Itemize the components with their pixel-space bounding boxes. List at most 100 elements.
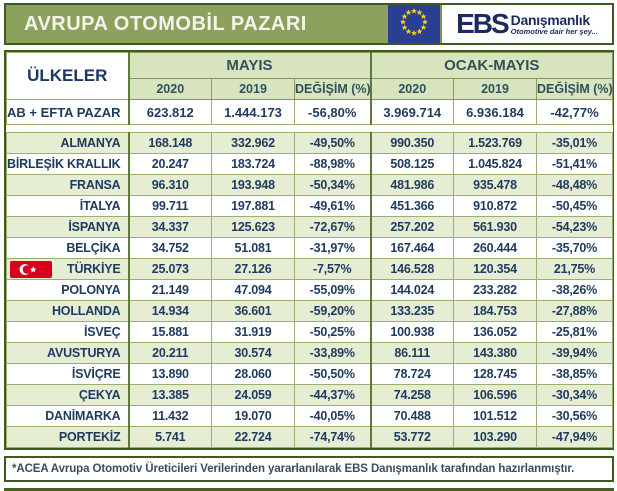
- table-row: BİRLEŞİK KRALLIK 20.247 183.724 -88,98% …: [6, 153, 613, 175]
- value-cell: 120.354: [453, 258, 537, 280]
- column-header-countries: ÜLKELER: [6, 52, 130, 100]
- country-name: BİRLEŞİK KRALLIK: [6, 153, 130, 175]
- value-cell: 106.596: [453, 384, 537, 406]
- value-cell: 74.258: [370, 384, 454, 406]
- value-cell: 623.812: [128, 99, 212, 125]
- table-row: İSVEÇ 15.881 31.919 -50,25% 100.938 136.…: [6, 321, 613, 343]
- value-cell: -74,74%: [294, 426, 372, 448]
- value-cell: 70.488: [370, 405, 454, 427]
- value-cell: -50,50%: [294, 363, 372, 385]
- value-cell: -50,25%: [294, 321, 372, 343]
- value-cell: 233.282: [453, 279, 537, 301]
- table-row: İSVİÇRE 13.890 28.060 -50,50% 78.724 128…: [6, 363, 613, 385]
- footer-note: *ACEA Avrupa Otomotiv Üreticileri Verile…: [12, 463, 575, 475]
- value-cell: 28.060: [211, 363, 295, 385]
- country-name: PORTEKİZ: [6, 426, 130, 448]
- value-cell: -30,56%: [536, 405, 613, 427]
- value-cell: 20.247: [128, 153, 212, 175]
- value-cell: 257.202: [370, 216, 454, 238]
- value-cell: 36.601: [211, 300, 295, 322]
- value-cell: 332.962: [211, 132, 295, 154]
- country-name: İTALYA: [6, 195, 130, 217]
- value-cell: 6.936.184: [453, 99, 537, 125]
- value-cell: -30,34%: [536, 384, 613, 406]
- value-cell: 1.444.173: [211, 99, 295, 125]
- value-cell: -59,20%: [294, 300, 372, 322]
- ebs-logo: EBS Danışmanlık Otomotive dair her şey..…: [440, 5, 612, 43]
- bottom-bar: [4, 488, 614, 491]
- value-cell: -55,09%: [294, 279, 372, 301]
- value-cell: 27.126: [211, 258, 295, 280]
- country-name: İSVEÇ: [6, 321, 130, 343]
- table-row: AVUSTURYA 20.211 30.574 -33,89% 86.111 1…: [6, 342, 613, 364]
- header-row-groups: ÜLKELER MAYIS OCAK-MAYIS: [6, 52, 613, 100]
- total-row: AB + EFTA PAZAR 623.812 1.444.173 -56,80…: [6, 99, 613, 125]
- value-cell: 11.432: [128, 405, 212, 427]
- value-cell: 260.444: [453, 237, 537, 259]
- table-row: HOLLANDA 14.934 36.601 -59,20% 133.235 1…: [6, 300, 613, 322]
- value-cell: 136.052: [453, 321, 537, 343]
- value-cell: -88,98%: [294, 153, 372, 175]
- title-area: AVRUPA OTOMOBİL PAZARI: [6, 5, 388, 43]
- value-cell: 143.380: [453, 342, 537, 364]
- value-cell: 451.366: [370, 195, 454, 217]
- value-cell: 193.948: [211, 174, 295, 196]
- country-name: AB + EFTA PAZAR: [6, 99, 130, 125]
- country-name: AVUSTURYA: [6, 342, 130, 364]
- value-cell: 25.073: [128, 258, 212, 280]
- value-cell: 3.969.714: [370, 99, 454, 125]
- column-header-janmay-change: DEĞİŞİM (%): [536, 78, 613, 100]
- column-header-jan-may: OCAK-MAYIS: [370, 52, 613, 79]
- value-cell: 15.881: [128, 321, 212, 343]
- value-cell: 481.986: [370, 174, 454, 196]
- value-cell: -40,05%: [294, 405, 372, 427]
- value-cell: 144.024: [370, 279, 454, 301]
- value-cell: 184.753: [453, 300, 537, 322]
- header-row-years: 2020 2019 DEĞİŞİM (%) 2020 2019 DEĞİŞİM …: [7, 78, 613, 100]
- country-cell: TÜRKİYE: [6, 258, 130, 280]
- value-cell: 561.930: [453, 216, 537, 238]
- ebs-logo-text: EBS: [456, 8, 510, 39]
- value-cell: 167.464: [370, 237, 454, 259]
- value-cell: -49,50%: [294, 132, 372, 154]
- table-row-turkey: TÜRKİYE 25.073 27.126 -7,57% 146.528 120…: [6, 258, 613, 280]
- country-name: İSPANYA: [6, 216, 130, 238]
- turkey-flag-icon: [10, 261, 52, 278]
- column-header-janmay-2019: 2019: [453, 78, 537, 100]
- value-cell: -49,61%: [294, 195, 372, 217]
- column-header-may-2019: 2019: [211, 78, 295, 100]
- value-cell: 508.125: [370, 153, 454, 175]
- country-name: FRANSA: [6, 174, 130, 196]
- value-cell: 53.772: [370, 426, 454, 448]
- table-row: ALMANYA 168.148 332.962 -49,50% 990.350 …: [6, 132, 613, 154]
- value-cell: 103.290: [453, 426, 537, 448]
- value-cell: 125.623: [211, 216, 295, 238]
- market-table: ÜLKELER MAYIS OCAK-MAYIS 2020 2019 DEĞİŞ…: [6, 52, 613, 448]
- value-cell: -7,57%: [294, 258, 372, 280]
- value-cell: 935.478: [453, 174, 537, 196]
- value-cell: -44,37%: [294, 384, 372, 406]
- value-cell: 13.890: [128, 363, 212, 385]
- value-cell: 101.512: [453, 405, 537, 427]
- value-cell: 146.528: [370, 258, 454, 280]
- value-cell: 34.337: [128, 216, 212, 238]
- value-cell: 100.938: [370, 321, 454, 343]
- value-cell: -39,94%: [536, 342, 613, 364]
- value-cell: 51.081: [211, 237, 295, 259]
- value-cell: -27,88%: [536, 300, 613, 322]
- value-cell: 19.070: [211, 405, 295, 427]
- value-cell: -35,70%: [536, 237, 613, 259]
- value-cell: -47,94%: [536, 426, 613, 448]
- table-row: ÇEKYA 13.385 24.059 -44,37% 74.258 106.5…: [6, 384, 613, 406]
- value-cell: -25,81%: [536, 321, 613, 343]
- country-name: POLONYA: [6, 279, 130, 301]
- value-cell: 128.745: [453, 363, 537, 385]
- table-row: FRANSA 96.310 193.948 -50,34% 481.986 93…: [6, 174, 613, 196]
- country-name: ALMANYA: [6, 132, 130, 154]
- table-row: BELÇİKA 34.752 51.081 -31,97% 167.464 26…: [6, 237, 613, 259]
- page-title: AVRUPA OTOMOBİL PAZARI: [24, 12, 307, 35]
- column-header-may: MAYIS: [128, 52, 372, 79]
- value-cell: -50,45%: [536, 195, 613, 217]
- value-cell: -50,34%: [294, 174, 372, 196]
